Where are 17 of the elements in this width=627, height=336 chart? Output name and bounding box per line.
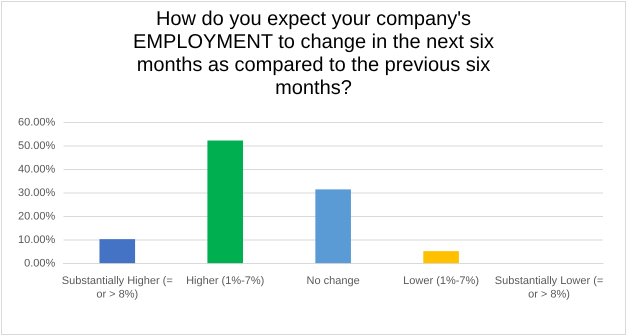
chart-title: How do you expect your company's EMPLOYMENT to change in the next six months as compared to the previous six months? xyxy=(132,8,495,100)
x-tick-label: Substantially Higher (= or > 8%) xyxy=(62,275,173,300)
x-tick-label: No change xyxy=(306,275,360,288)
x-tick-label: Higher (1%-7%) xyxy=(186,275,264,288)
y-tick-label: 40.00% xyxy=(18,164,56,176)
y-tick-label: 30.00% xyxy=(18,187,56,200)
y-tick-label: 50.00% xyxy=(18,140,56,152)
x-tick-label: Substantially Lower (= or > 8%) xyxy=(494,275,604,300)
y-tick-label: 20.00% xyxy=(18,210,56,223)
x-tick-label: Lower (1%-7%) xyxy=(403,275,479,288)
bar xyxy=(423,251,459,264)
y-tick-label: 10.00% xyxy=(18,234,56,246)
y-tick-label: 60.00% xyxy=(18,116,56,129)
bar xyxy=(315,189,351,264)
y-tick-label: 0.00% xyxy=(24,258,56,270)
bar xyxy=(99,239,136,264)
bar xyxy=(207,140,244,264)
